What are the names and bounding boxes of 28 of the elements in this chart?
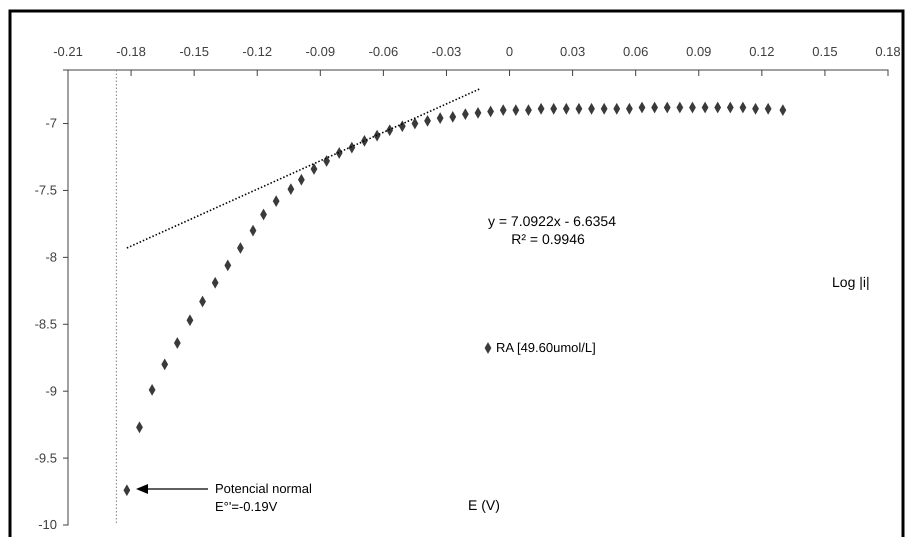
y-tick-label: -9.5 xyxy=(34,450,57,466)
x-tick-label: 0.15 xyxy=(812,44,838,59)
annotation: Potencial normal xyxy=(215,481,312,496)
x-tick-label: -0.03 xyxy=(432,44,462,59)
x-tick-label: -0.06 xyxy=(368,44,398,59)
x-tick-label: -0.15 xyxy=(179,44,209,59)
x-axis-title: E (V) xyxy=(468,497,500,513)
x-tick-label: 0.09 xyxy=(686,44,712,59)
x-tick-label: 0.03 xyxy=(560,44,586,59)
y-tick-label: -7.5 xyxy=(34,182,57,198)
annotation: y = 7.0922x - 6.6354 xyxy=(488,213,616,229)
y-tick-label: -8.5 xyxy=(34,316,57,332)
y-tick-label: -10 xyxy=(38,517,57,532)
annotation: E°'=-0.19V xyxy=(215,499,278,514)
annotation: R² = 0.9946 xyxy=(511,231,585,247)
x-tick-label: -0.09 xyxy=(305,44,336,59)
x-tick-label: 0.12 xyxy=(749,44,774,59)
y-tick-label: -9 xyxy=(45,383,57,398)
x-tick-label: 0 xyxy=(506,44,514,59)
x-tick-label: 0.06 xyxy=(623,44,648,59)
y-tick-label: -8 xyxy=(45,250,57,265)
y-tick-label: -7 xyxy=(45,116,57,131)
x-tick-label: -0.18 xyxy=(116,44,146,59)
x-tick-label: 0.18 xyxy=(875,44,901,59)
x-tick-label: -0.21 xyxy=(53,44,83,59)
legend-label: RA [49.60umol/L] xyxy=(496,340,596,355)
y-axis-title: Log |i| xyxy=(832,274,870,290)
x-tick-label: -0.12 xyxy=(242,44,272,59)
